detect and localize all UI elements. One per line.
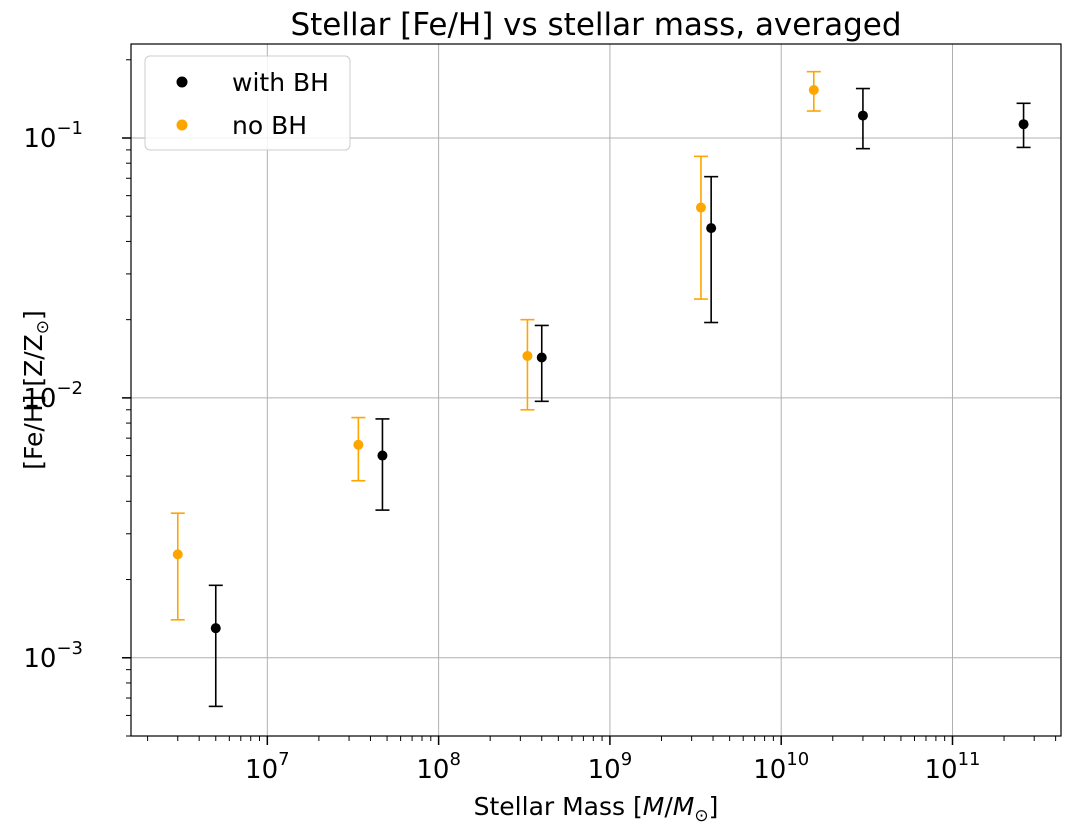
x-tick-label: 108 [416,749,461,785]
x-tick-label: 107 [245,749,290,785]
chart-title: Stellar [Fe/H] vs stellar mass, averaged [290,7,901,43]
data-point [706,223,717,234]
data-point [210,623,221,634]
legend-marker-with-bh [176,76,188,88]
data-point [353,439,364,450]
x-tick-label: 1011 [924,749,980,785]
series-with-bh [208,87,1031,708]
y-tick-label: 10−1 [23,118,83,154]
data-point [522,350,533,361]
data-point [172,549,183,560]
data-point [808,85,819,96]
data-layer [170,70,1031,708]
y-tick-label: 10−2 [23,378,83,414]
axis-ticks: 107 108 109 1010 1011 10−3 10−2 10−1 [23,59,1057,785]
series-no-bh [170,70,821,621]
legend-label-no-bh: no BH [232,111,307,140]
x-tick-label: 109 [588,749,633,785]
legend: with BH no BH [144,55,351,151]
x-axis-label: Stellar Mass [M/M⊙] [474,792,719,826]
data-point [857,110,868,121]
data-point [695,202,706,213]
data-point [1018,119,1029,130]
x-tick-label: 1010 [753,749,809,785]
legend-label-with-bh: with BH [232,68,329,97]
plot-frame [130,43,1062,737]
legend-marker-no-bh [176,119,188,131]
data-point [377,450,388,461]
legend-frame [144,55,351,151]
data-point [536,352,547,363]
y-axis-label: [Fe/H] [Z/Z⊙] [19,310,53,470]
grid [131,44,1061,736]
y-tick-label: 10−3 [23,638,83,674]
